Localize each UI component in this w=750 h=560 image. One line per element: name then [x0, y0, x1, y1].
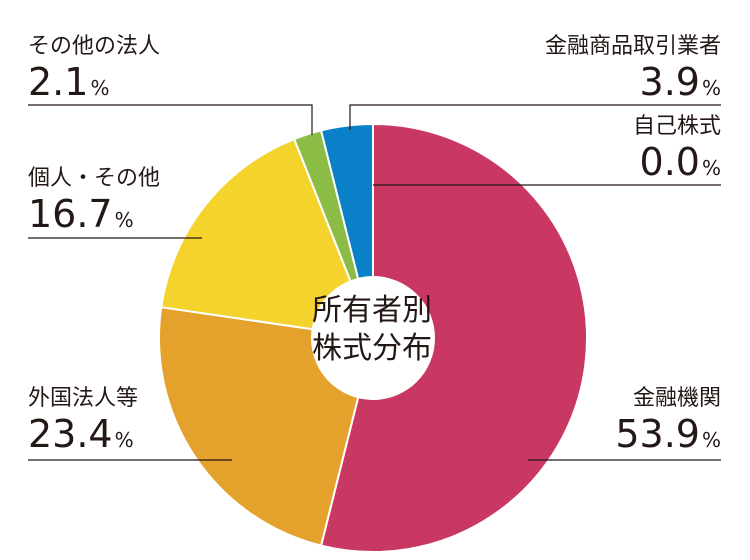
center-title-line1: 所有者別: [312, 293, 432, 328]
label-securities-value-line: 3.9%: [545, 60, 721, 110]
pie-slice-2: [160, 137, 375, 340]
label-securities-pct: %: [701, 76, 721, 100]
label-foreign-pct: %: [114, 428, 134, 452]
label-financial-name: 金融機関: [632, 386, 721, 411]
leader-line-securities: [349, 104, 721, 130]
label-other-corp-value: 2.1: [28, 60, 89, 104]
leader-lines: [28, 104, 721, 461]
label-treasury-value: 0.0: [639, 140, 700, 184]
leader-line-other-corp: [28, 104, 313, 135]
center-title-line2: 株式分布: [312, 331, 432, 366]
label-financial-value-line: 53.9%: [615, 412, 721, 462]
label-other-corp: その他の法人 2.1%: [28, 34, 160, 110]
label-treasury-pct: %: [701, 156, 721, 180]
label-treasury-value-line: 0.0%: [633, 140, 721, 190]
label-individuals: 個人・その他 16.7%: [28, 166, 160, 242]
label-financial-pct: %: [701, 428, 721, 452]
label-other-corp-pct: %: [90, 76, 110, 100]
label-securities: 金融商品取引業者 3.9%: [545, 34, 721, 110]
label-securities-name: 金融商品取引業者: [544, 34, 721, 59]
pie-slice-0: [319, 122, 588, 553]
label-treasury: 自己株式 0.0%: [633, 114, 721, 190]
label-foreign-value: 23.4: [28, 412, 113, 456]
label-foreign: 外国法人等 23.4%: [28, 386, 138, 462]
label-individuals-pct: %: [114, 208, 134, 232]
label-foreign-value-line: 23.4%: [28, 412, 138, 462]
label-securities-value: 3.9: [639, 60, 700, 104]
label-individuals-value: 16.7: [28, 192, 113, 236]
label-treasury-name: 自己株式: [632, 114, 721, 139]
center-title: 所有者別 株式分布: [297, 292, 447, 368]
label-other-corp-name: その他の法人: [28, 34, 161, 59]
label-other-corp-value-line: 2.1%: [28, 60, 160, 110]
label-individuals-name: 個人・その他: [28, 166, 161, 191]
label-foreign-name: 外国法人等: [28, 386, 139, 411]
label-financial: 金融機関 53.9%: [615, 386, 721, 462]
label-individuals-value-line: 16.7%: [28, 192, 160, 242]
donut-hole: [311, 276, 435, 400]
label-financial-value: 53.9: [615, 412, 700, 456]
